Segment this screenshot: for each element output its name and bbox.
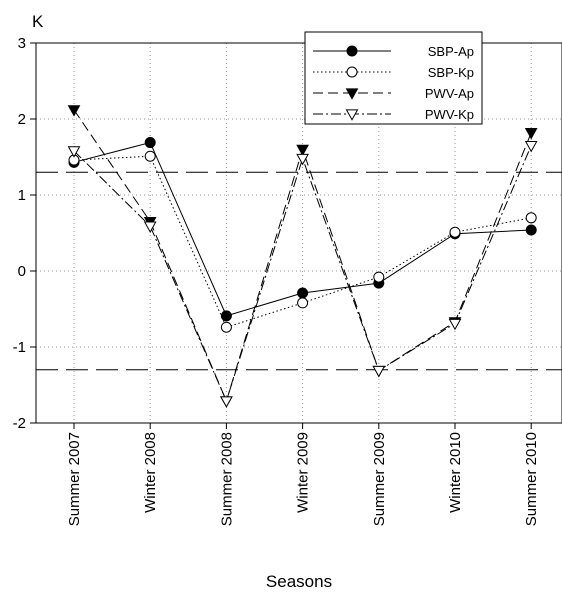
data-point [373, 271, 385, 283]
legend-item: SBP-Ap [313, 44, 474, 59]
data-point [143, 221, 157, 233]
x-tick-label: Winter 2009 [295, 432, 312, 513]
legend-marker [346, 66, 358, 78]
y-tick-label: 1 [18, 187, 26, 204]
legend-marker [345, 109, 359, 121]
legend-item: PWV-Kp [313, 107, 474, 122]
data-point [67, 105, 81, 117]
x-axis-title: Seasons [266, 572, 332, 591]
x-axis: Summer 2007 Winter 2008 Summer 2008 Winter … [66, 423, 540, 526]
data-point [448, 318, 462, 331]
data-point [296, 153, 309, 166]
legend-marker [345, 88, 359, 100]
legend-item: SBP-Kp [313, 65, 474, 80]
x-tick-label: Summer 2007 [66, 432, 83, 526]
series-pwv-ap [67, 105, 538, 408]
data-point [449, 226, 461, 238]
gridlines [36, 43, 562, 423]
x-tick-label: Winter 2008 [142, 432, 159, 513]
legend-label: PWV-Kp [425, 107, 474, 122]
legend: SBP-Ap SBP-Kp PWV-Ap PWV-Kp [304, 31, 483, 125]
data-point [524, 128, 538, 140]
y-axis-title: K [32, 12, 44, 31]
y-tick-label: -2 [13, 415, 26, 432]
y-tick-label: 0 [18, 263, 26, 280]
legend-box [304, 31, 483, 125]
legend-label: SBP-Kp [428, 65, 474, 80]
x-tick-label: Summer 2009 [371, 432, 388, 526]
series-sbp-kp [68, 150, 537, 333]
x-tick-label: Winter 2010 [447, 432, 464, 513]
y-axis: -2 -1 0 1 2 3 [13, 35, 36, 432]
x-tick-label: Summer 2010 [523, 432, 540, 526]
data-point [297, 297, 309, 309]
data-point [372, 365, 386, 378]
legend-item: PWV-Ap [313, 86, 474, 101]
data-point [144, 137, 156, 149]
data-point [524, 140, 538, 153]
series-pwv-kp [67, 140, 538, 408]
data-point [220, 310, 232, 322]
plot-frame [35, 42, 562, 424]
legend-marker [346, 45, 358, 57]
data-point [144, 150, 156, 162]
data-point [67, 146, 81, 158]
x-tick-label: Summer 2008 [218, 432, 235, 526]
data-point [220, 321, 232, 333]
y-tick-label: -1 [13, 339, 26, 356]
legend-label: PWV-Ap [425, 86, 474, 101]
y-tick-label: 2 [18, 111, 26, 128]
y-tick-label: 3 [18, 35, 26, 52]
data-point [220, 396, 233, 408]
data-point [525, 212, 537, 224]
data-point [296, 144, 309, 157]
data-point [525, 224, 537, 236]
series [67, 105, 538, 408]
reference-lines [36, 171, 562, 371]
data-point [297, 287, 309, 299]
legend-label: SBP-Ap [428, 44, 474, 59]
